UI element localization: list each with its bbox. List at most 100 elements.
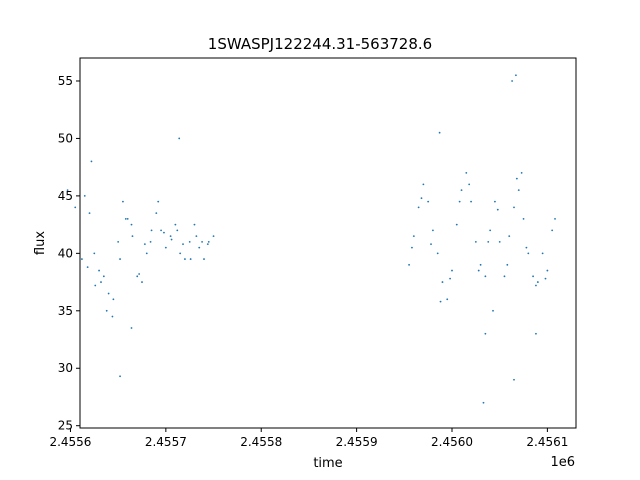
data-point <box>496 208 499 211</box>
data-point <box>449 277 451 280</box>
data-point <box>150 229 153 232</box>
data-point <box>508 235 511 238</box>
data-point <box>74 206 77 209</box>
data-point <box>546 269 549 272</box>
data-point <box>517 189 520 192</box>
data-point <box>420 197 423 200</box>
data-point <box>174 223 177 226</box>
data-point <box>155 212 158 215</box>
x-tick-label: 2.4558 <box>240 435 282 449</box>
data-point <box>460 189 463 192</box>
y-tick-label: 55 <box>58 74 73 88</box>
data-point <box>163 231 165 234</box>
data-point <box>145 252 148 255</box>
data-point <box>198 246 201 249</box>
x-tick-label: 2.4561 <box>526 435 568 449</box>
data-point <box>94 284 97 287</box>
data-point <box>432 229 434 232</box>
data-point <box>130 223 133 226</box>
data-point <box>126 217 129 220</box>
data-point <box>189 258 192 260</box>
data-point <box>138 273 141 275</box>
y-axis-label: flux <box>33 231 48 255</box>
data-point <box>130 327 133 329</box>
data-point <box>86 266 89 269</box>
data-point <box>170 238 173 241</box>
data-point <box>193 223 196 226</box>
data-point <box>160 229 162 232</box>
data-point <box>513 378 515 381</box>
data-point <box>411 246 413 249</box>
data-point <box>141 281 143 283</box>
data-point <box>484 275 487 278</box>
x-tick-label: 2.4560 <box>431 435 473 449</box>
data-point <box>427 200 430 203</box>
data-point <box>212 235 215 238</box>
data-point <box>201 240 203 243</box>
data-point <box>93 252 96 255</box>
data-point <box>439 300 442 303</box>
data-point <box>182 243 184 246</box>
data-point <box>544 277 547 280</box>
data-point <box>492 309 494 312</box>
data-point <box>479 263 482 266</box>
data-point <box>131 235 134 238</box>
data-point <box>149 240 152 243</box>
data-point <box>98 269 100 272</box>
y-axis-ticks: 25 30 35 40 45 50 55 <box>58 74 80 433</box>
data-point <box>169 235 172 238</box>
data-point <box>408 263 410 266</box>
data-point <box>465 172 468 174</box>
data-point <box>136 275 139 278</box>
data-point <box>122 200 124 203</box>
y-tick-label: 30 <box>58 361 73 375</box>
data-point <box>532 275 534 278</box>
data-point <box>117 240 120 243</box>
x-tick-label: 2.4557 <box>145 435 187 449</box>
data-point <box>176 229 179 232</box>
data-point <box>455 223 458 226</box>
data-point <box>203 258 205 260</box>
data-point <box>470 200 472 203</box>
data-point <box>506 263 509 266</box>
data-point <box>535 332 537 335</box>
data-point <box>511 80 513 82</box>
data-point <box>541 252 544 255</box>
data-point <box>164 246 167 249</box>
data-points <box>66 74 556 404</box>
data-point <box>102 275 105 278</box>
data-point <box>105 309 108 312</box>
data-point <box>551 229 554 232</box>
data-point <box>436 252 439 255</box>
data-point <box>417 206 420 209</box>
data-point <box>441 281 444 283</box>
data-point <box>178 137 181 140</box>
data-point <box>111 315 114 318</box>
data-point <box>179 252 182 255</box>
data-point <box>438 131 441 134</box>
data-point <box>458 200 461 203</box>
data-point <box>100 281 102 283</box>
data-point <box>88 212 91 215</box>
data-point <box>487 240 490 243</box>
data-point <box>536 281 539 283</box>
data-point <box>474 240 477 243</box>
data-point <box>422 183 425 186</box>
y-tick-label: 40 <box>58 246 73 260</box>
x-tick-label: 2.4556 <box>49 435 91 449</box>
y-tick-label: 50 <box>58 131 73 145</box>
x-tick-label: 2.4559 <box>336 435 378 449</box>
data-point <box>451 269 453 272</box>
data-point <box>124 217 127 220</box>
data-point <box>66 189 69 192</box>
data-point <box>81 258 83 260</box>
data-point <box>468 183 471 186</box>
x-axis-label: time <box>313 456 342 471</box>
data-point <box>412 235 415 238</box>
data-point <box>515 74 517 77</box>
data-point <box>143 243 146 246</box>
data-point <box>484 332 487 335</box>
data-point <box>206 243 209 246</box>
data-point <box>90 160 93 163</box>
